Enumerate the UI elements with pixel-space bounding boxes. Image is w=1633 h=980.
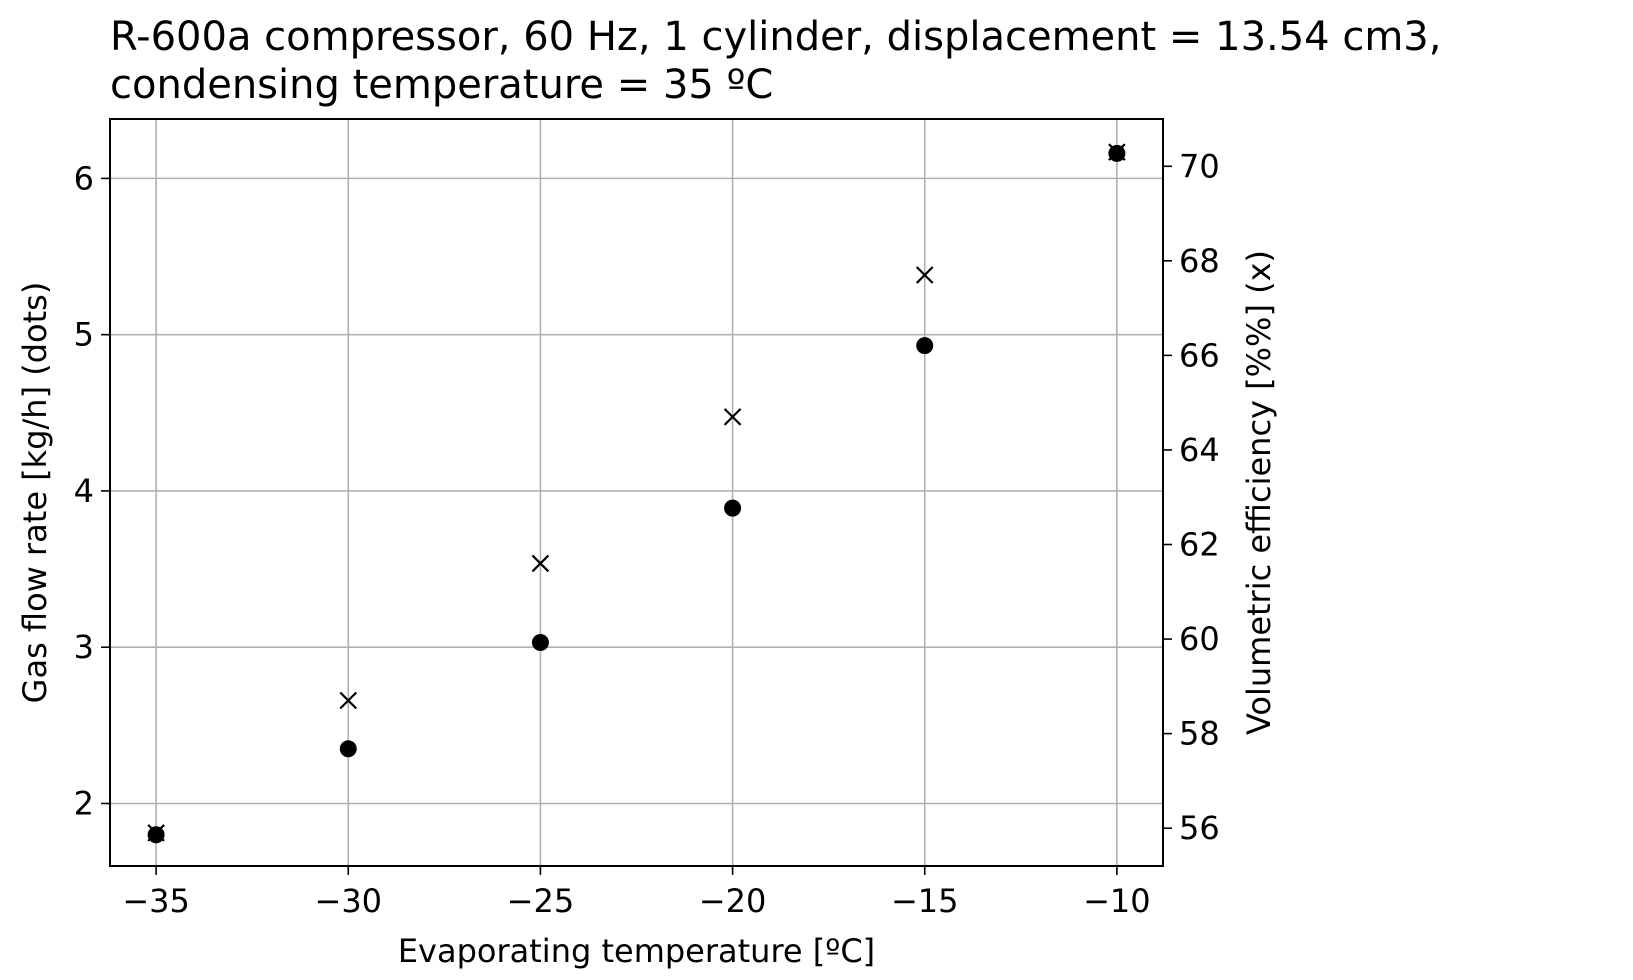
x-tick-label: −25 — [507, 882, 575, 920]
y2-tick-label: 70 — [1179, 147, 1220, 185]
y2-tick-label: 58 — [1179, 715, 1220, 753]
x-tick-label: −10 — [1083, 882, 1151, 920]
y-tick-label: 6 — [74, 159, 94, 197]
y2-tick-label: 64 — [1179, 431, 1220, 469]
volumetric-efficiency-point — [531, 554, 550, 573]
data-marks — [147, 143, 1126, 844]
x-tick-label: −20 — [699, 882, 767, 920]
gas-flow-point — [531, 634, 549, 652]
y-axis-label: Gas flow rate [kg/h] (dots) — [16, 282, 54, 704]
y-tick-label: 3 — [74, 628, 94, 666]
y2-tick-label: 60 — [1179, 620, 1220, 658]
gas-flow-point — [339, 740, 357, 758]
y-tick-label: 5 — [74, 316, 94, 354]
grid-lines — [110, 119, 1163, 866]
y2-tick-label: 68 — [1179, 242, 1220, 280]
y2-tick-label: 56 — [1179, 809, 1220, 847]
y2-tick-label: 66 — [1179, 336, 1220, 374]
x-tick-label: −30 — [315, 882, 383, 920]
chart-title-line-1: R-600a compressor, 60 Hz, 1 cylinder, di… — [110, 14, 1442, 60]
gas-flow-point — [916, 337, 934, 355]
y2-axis-label: Volumetric efficiency [%%] (x) — [1240, 250, 1278, 735]
volumetric-efficiency-point — [147, 824, 165, 842]
volumetric-efficiency-point — [915, 266, 934, 284]
volumetric-efficiency-point — [723, 408, 742, 426]
gas-flow-point — [724, 499, 742, 517]
y2-tick-label: 62 — [1179, 526, 1220, 564]
x-tick-label: −35 — [122, 882, 190, 920]
chart-title-line-2: condensing temperature = 35 ºC — [110, 62, 774, 108]
y-tick-label: 4 — [74, 472, 94, 510]
gas-flow-point — [147, 826, 165, 844]
volumetric-efficiency-point — [339, 691, 358, 710]
plot-frame — [109, 118, 1164, 867]
y-tick-label: 2 — [74, 784, 94, 822]
x-tick-label: −15 — [891, 882, 959, 920]
volumetric-efficiency-point — [1108, 143, 1126, 161]
x-axis-label: Evaporating temperature [ºC] — [398, 932, 875, 970]
